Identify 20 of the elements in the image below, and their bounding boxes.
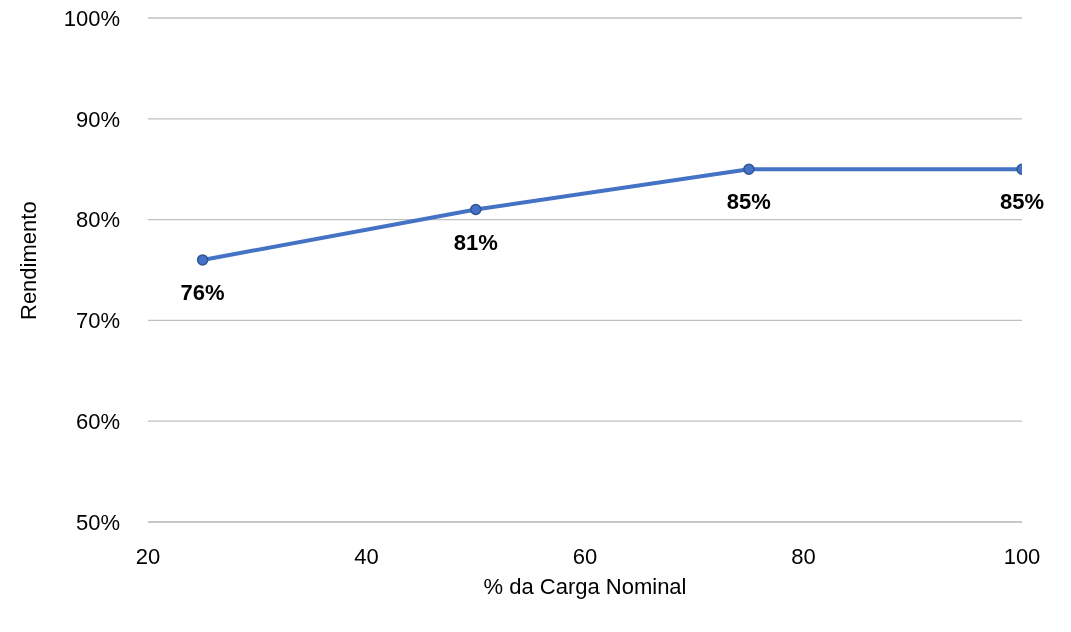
- y-tick-label: 50%: [75, 509, 120, 535]
- y-tick-label: 60%: [75, 409, 120, 435]
- data-label: 85%: [999, 189, 1045, 215]
- y-axis-title: Rendimento: [15, 201, 41, 320]
- x-tick-label: 80: [791, 543, 816, 569]
- x-tick-label: 40: [354, 543, 379, 569]
- y-tick-label: 90%: [75, 106, 120, 132]
- y-tick-label: 80%: [75, 207, 120, 233]
- data-label: 81%: [453, 229, 498, 255]
- data-label: 85%: [726, 189, 771, 215]
- data-label: 76%: [180, 279, 225, 305]
- y-tick-label: 70%: [75, 308, 120, 334]
- point: [743, 163, 755, 175]
- point: [196, 254, 209, 266]
- x-tick-label: 100: [1003, 543, 1041, 569]
- point: [470, 203, 482, 216]
- y-tick-label: 100%: [63, 5, 120, 31]
- x-tick-label: 60: [572, 543, 598, 569]
- x-tick-label: 20: [135, 543, 161, 569]
- x-axis-title: % da Carga Nominal: [483, 574, 687, 599]
